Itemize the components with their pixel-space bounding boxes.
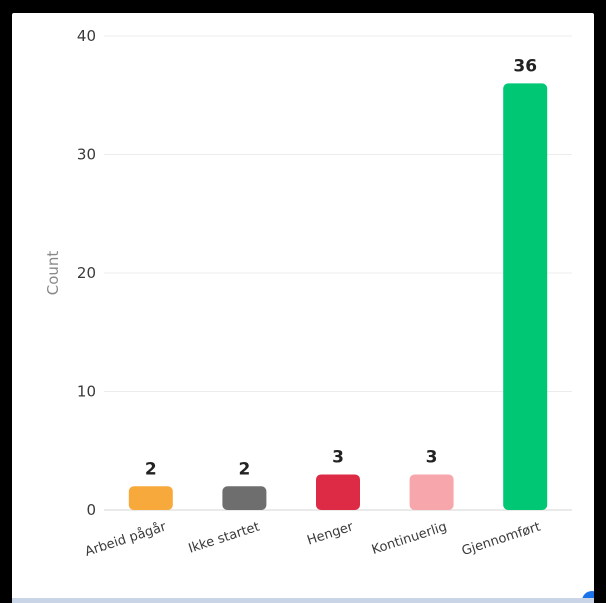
y-axis-title: Count xyxy=(44,251,62,296)
data-label: 2 xyxy=(145,459,157,479)
x-tick-label: Henger xyxy=(305,519,356,548)
bar-5[interactable] xyxy=(503,83,548,511)
x-tick-label: Ikke startet xyxy=(187,520,262,557)
y-tick-label: 40 xyxy=(77,27,96,45)
bar-1[interactable] xyxy=(128,486,173,510)
data-label: 3 xyxy=(426,447,438,467)
data-label: 36 xyxy=(513,56,537,76)
category-labels: Arbeid pågår Ikke startet Henger Kontinuerl… xyxy=(83,519,542,560)
x-tick-label: Kontinuerlig xyxy=(370,520,449,558)
y-tick-label: 0 xyxy=(86,501,96,519)
data-label: 2 xyxy=(238,459,250,479)
chart-card: 0 10 20 30 40 Count 2 2 3 3 36 Arbeid pågår Ikke … xyxy=(12,13,594,603)
x-tick-label: Arbeid pågår xyxy=(83,519,168,560)
bars xyxy=(128,83,548,511)
x-tick-label: Gjennomført xyxy=(460,520,542,560)
bar-3[interactable] xyxy=(316,474,360,510)
data-labels: 2 2 3 3 36 xyxy=(145,56,537,479)
bar-4[interactable] xyxy=(409,474,454,510)
gridlines xyxy=(104,35,572,511)
bar-chart: 0 10 20 30 40 Count 2 2 3 3 36 Arbeid pågår Ikke … xyxy=(44,27,572,560)
y-tick-label: 30 xyxy=(77,146,96,164)
bar-2[interactable] xyxy=(222,486,267,510)
data-label: 3 xyxy=(332,447,344,467)
y-axis-ticks: 0 10 20 30 40 xyxy=(77,27,96,519)
bottom-strip xyxy=(12,598,594,603)
y-tick-label: 10 xyxy=(77,383,96,401)
y-tick-label: 20 xyxy=(77,264,96,282)
